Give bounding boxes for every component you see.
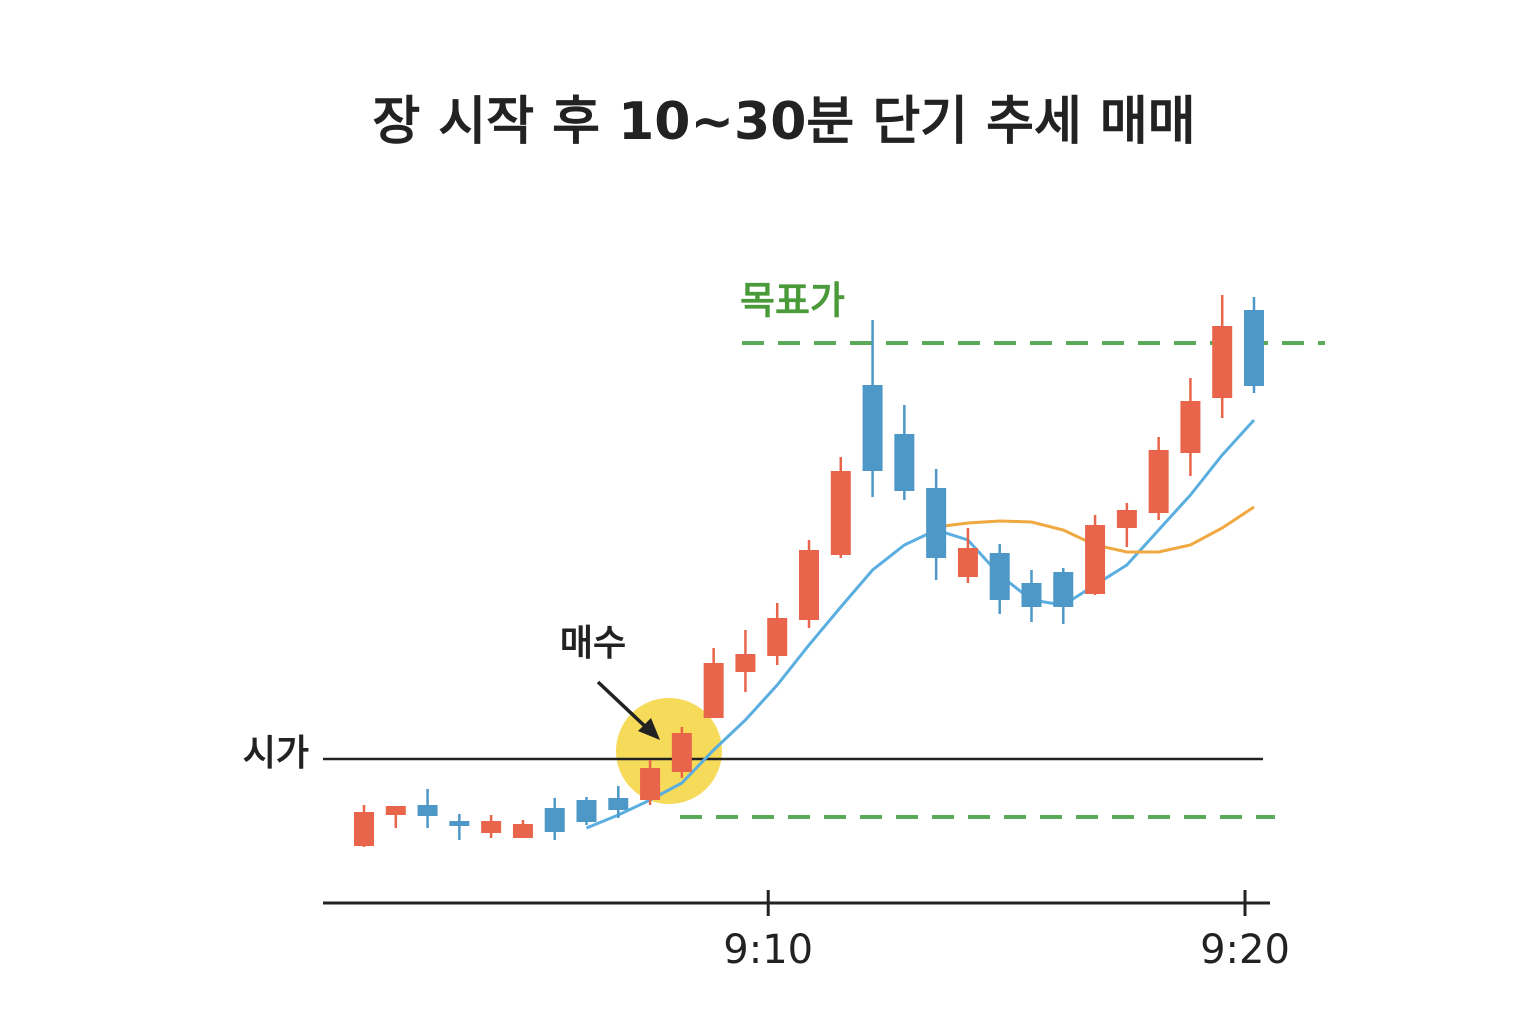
- candle-body: [608, 798, 629, 810]
- candle-body: [989, 553, 1010, 600]
- annotation-arrowhead: [638, 718, 660, 740]
- candle-body: [1053, 572, 1074, 607]
- moving-average-line: [585, 418, 1256, 830]
- reference-label: 시가: [243, 733, 309, 774]
- candle-body: [385, 806, 406, 815]
- annotation-label: 매수: [560, 623, 626, 664]
- candle-body: [830, 471, 851, 555]
- candle-body: [1212, 326, 1233, 398]
- candle-body: [1116, 510, 1137, 528]
- candle-body: [735, 654, 756, 672]
- candle-body: [703, 663, 724, 718]
- candle-body: [640, 768, 661, 800]
- candle-body: [957, 548, 978, 577]
- x-tick-label: 9:10: [723, 927, 813, 973]
- candle-body: [1180, 401, 1201, 453]
- candle-body: [767, 618, 788, 656]
- candle-body: [799, 550, 819, 620]
- annotation-arrow: [596, 680, 652, 733]
- candle-body: [512, 824, 533, 838]
- reference-label: 목표가: [740, 279, 845, 323]
- candle-body: [671, 733, 692, 772]
- candle-body: [417, 805, 438, 816]
- candle-body: [1244, 310, 1264, 386]
- candle-body: [862, 385, 883, 471]
- x-tick-label: 9:20: [1200, 927, 1290, 973]
- candle-body: [894, 434, 915, 491]
- candle-body: [544, 808, 565, 832]
- candle-body: [481, 821, 502, 833]
- candle-body: [926, 488, 947, 558]
- candle-body: [449, 821, 470, 826]
- candle-body: [1021, 583, 1042, 607]
- chart-title: 장 시작 후 10~30분 단기 추세 매매: [372, 92, 1195, 152]
- candle-body: [354, 812, 374, 846]
- candle-body: [1085, 525, 1106, 594]
- candle-body: [576, 800, 597, 822]
- candle-body: [1148, 450, 1169, 513]
